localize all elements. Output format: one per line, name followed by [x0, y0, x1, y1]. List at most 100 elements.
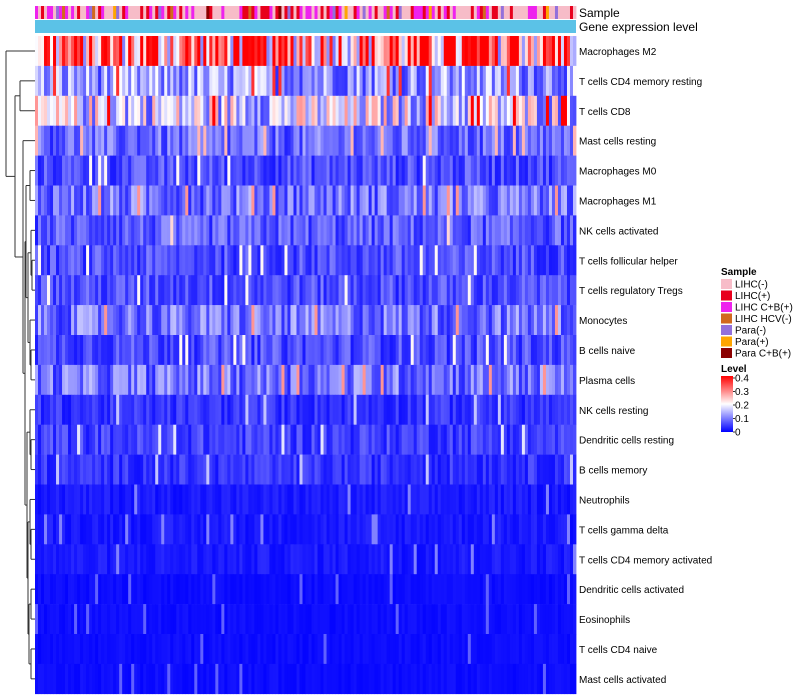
heatmap-cell: [443, 663, 448, 695]
heatmap-cell: [299, 245, 303, 276]
heatmap-cell: [224, 245, 228, 276]
heatmap-cell: [419, 514, 424, 545]
heatmap-cell: [119, 275, 123, 306]
heatmap-cell: [353, 125, 357, 156]
heatmap-cell: [476, 275, 481, 306]
heatmap-cell: [341, 424, 345, 455]
heatmap-cell: [566, 424, 571, 455]
heatmap-cell: [353, 335, 357, 366]
heatmap-cell: [221, 634, 225, 665]
heatmap-cell: [329, 305, 333, 336]
heatmap-cell: [461, 484, 466, 515]
heatmap-cell: [221, 364, 225, 396]
heatmap-cell: [446, 125, 451, 156]
heatmap-cell: [395, 574, 400, 605]
heatmap-cell: [368, 335, 373, 366]
heatmap-cell: [35, 125, 39, 156]
heatmap-cell: [413, 185, 418, 216]
heatmap-cell: [110, 604, 114, 635]
heatmap-cell: [536, 604, 541, 635]
heatmap-cell: [269, 663, 273, 695]
heatmap-cell: [203, 95, 207, 126]
heatmap-cell: [434, 634, 439, 665]
heatmap-cell: [425, 305, 430, 336]
sample-annotation-cell: [572, 6, 577, 19]
heatmap-cell: [497, 245, 502, 276]
heatmap-cell: [317, 36, 321, 67]
heatmap-cell: [290, 544, 294, 575]
heatmap-cell: [92, 155, 96, 186]
heatmap-cell: [524, 454, 529, 485]
sample-annotation-cell: [113, 6, 117, 19]
heatmap-cell: [113, 514, 117, 545]
heatmap-cell: [542, 394, 547, 425]
heatmap-cell: [383, 424, 388, 455]
heatmap-cell: [296, 305, 300, 336]
heatmap-cell: [71, 125, 75, 156]
heatmap-cell: [50, 663, 54, 695]
heatmap-cell: [209, 125, 213, 156]
heatmap-cell: [194, 65, 198, 97]
heatmap-cell: [104, 604, 108, 635]
heatmap-cell: [86, 275, 90, 306]
heatmap-cell: [272, 185, 276, 216]
heatmap-cell: [500, 245, 505, 276]
heatmap-cell: [545, 574, 550, 605]
heatmap-cell: [71, 663, 75, 695]
heatmap-cell: [131, 275, 135, 306]
heatmap-cell: [311, 484, 315, 515]
heatmap-cell: [53, 514, 57, 545]
heatmap-cell: [68, 245, 72, 276]
heatmap-cell: [254, 604, 258, 635]
heatmap-cell: [410, 36, 415, 67]
heatmap-cell: [116, 574, 120, 605]
heatmap-cell: [353, 484, 357, 515]
heatmap-cell: [356, 95, 360, 126]
heatmap-cell: [407, 604, 412, 635]
row-label: Mast cells resting: [579, 137, 656, 148]
heatmap-cell: [446, 155, 451, 186]
heatmap-row: [35, 155, 577, 186]
sample-legend-label: LIHC HCV(-): [735, 314, 792, 325]
heatmap-cell: [179, 95, 183, 126]
heatmap-cell: [329, 215, 333, 246]
heatmap-cell: [359, 65, 364, 97]
heatmap-cell: [497, 335, 502, 366]
heatmap-cell: [527, 125, 532, 156]
heatmap-cell: [560, 424, 565, 455]
heatmap-cell: [41, 484, 45, 515]
heatmap-cell: [521, 65, 526, 97]
heatmap-cell: [221, 95, 225, 126]
heatmap-cell: [446, 305, 451, 336]
heatmap-cell: [53, 95, 57, 126]
heatmap-cell: [326, 663, 330, 695]
heatmap-cell: [410, 155, 415, 186]
heatmap-cell: [251, 185, 255, 216]
sample-annotation-cell: [92, 6, 96, 19]
heatmap-cell: [38, 574, 42, 605]
heatmap-cell: [524, 245, 529, 276]
heatmap-cell: [209, 574, 213, 605]
heatmap-cell: [500, 424, 505, 455]
heatmap-cell: [146, 125, 150, 156]
heatmap-cell: [323, 125, 327, 156]
heatmap-row: [35, 484, 577, 515]
heatmap-cell: [86, 215, 90, 246]
heatmap-cell: [341, 305, 345, 336]
heatmap-cell: [224, 514, 228, 545]
heatmap-cell: [221, 215, 225, 246]
heatmap-cell: [89, 95, 93, 126]
heatmap-cell: [68, 155, 72, 186]
heatmap-cell: [278, 245, 282, 276]
heatmap-cell: [338, 574, 342, 605]
heatmap-cell: [284, 155, 288, 186]
heatmap-cell: [542, 36, 547, 67]
heatmap-cell: [74, 125, 78, 156]
sample-annotation-cell: [251, 6, 255, 19]
heatmap-cell: [473, 245, 478, 276]
heatmap-cell: [41, 663, 45, 695]
heatmap-cell: [95, 364, 99, 396]
heatmap-cell: [281, 215, 285, 246]
heatmap-cell: [572, 484, 577, 515]
heatmap-cell: [287, 574, 291, 605]
